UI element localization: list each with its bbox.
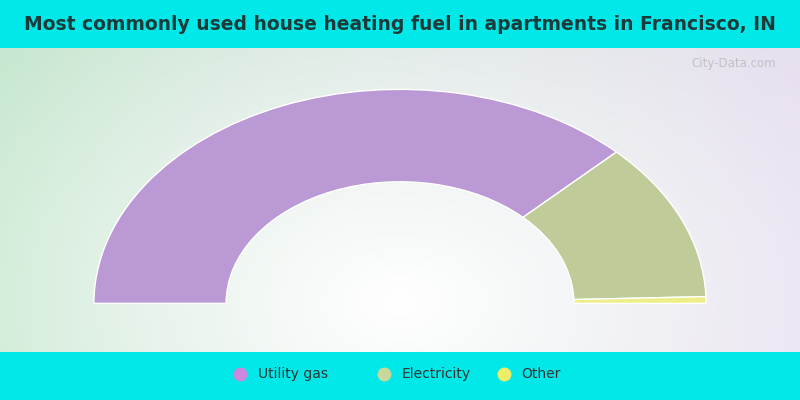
- Text: Electricity: Electricity: [402, 366, 470, 381]
- Text: City-Data.com: City-Data.com: [691, 57, 776, 70]
- Wedge shape: [523, 152, 706, 300]
- Text: Most commonly used house heating fuel in apartments in Francisco, IN: Most commonly used house heating fuel in…: [24, 14, 776, 34]
- Text: Other: Other: [522, 366, 561, 381]
- Wedge shape: [94, 89, 617, 303]
- Text: Utility gas: Utility gas: [258, 366, 328, 381]
- Wedge shape: [574, 297, 706, 303]
